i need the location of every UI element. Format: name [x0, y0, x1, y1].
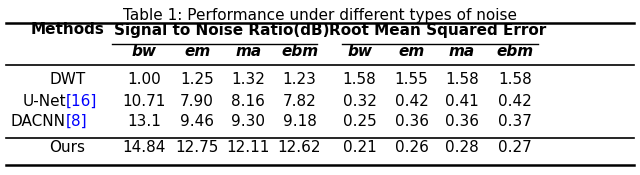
- Text: Signal to Noise Ratio(dB): Signal to Noise Ratio(dB): [114, 23, 330, 37]
- Text: 0.41: 0.41: [445, 93, 479, 108]
- Text: bw: bw: [347, 44, 372, 60]
- Text: DWT: DWT: [49, 72, 85, 88]
- Text: 8.16: 8.16: [232, 93, 265, 108]
- Text: em: em: [184, 44, 211, 60]
- Text: 12.11: 12.11: [227, 141, 270, 156]
- Text: Table 1: Performance under different types of noise: Table 1: Performance under different typ…: [123, 8, 517, 23]
- Text: 9.46: 9.46: [180, 114, 214, 128]
- Text: ma: ma: [236, 44, 261, 60]
- Text: U-Net: U-Net: [22, 93, 66, 108]
- Text: 7.82: 7.82: [283, 93, 316, 108]
- Text: 0.36: 0.36: [445, 114, 479, 128]
- Text: 1.23: 1.23: [283, 72, 316, 88]
- Text: 7.90: 7.90: [180, 93, 214, 108]
- Text: 0.37: 0.37: [499, 114, 532, 128]
- Text: 9.18: 9.18: [283, 114, 316, 128]
- Text: 13.1: 13.1: [127, 114, 161, 128]
- Text: 1.25: 1.25: [180, 72, 214, 88]
- Text: 1.32: 1.32: [232, 72, 265, 88]
- Text: 1.55: 1.55: [395, 72, 428, 88]
- Text: ebm: ebm: [497, 44, 534, 60]
- Text: 0.28: 0.28: [445, 141, 479, 156]
- Text: 0.36: 0.36: [394, 114, 429, 128]
- Text: 1.58: 1.58: [445, 72, 479, 88]
- Text: 12.75: 12.75: [175, 141, 219, 156]
- Text: 0.42: 0.42: [499, 93, 532, 108]
- Text: 0.21: 0.21: [343, 141, 376, 156]
- Text: 1.58: 1.58: [499, 72, 532, 88]
- Text: Methods: Methods: [30, 23, 104, 37]
- Text: 0.25: 0.25: [343, 114, 376, 128]
- Text: [8]: [8]: [66, 114, 88, 128]
- Text: 14.84: 14.84: [122, 141, 166, 156]
- Text: 0.26: 0.26: [395, 141, 428, 156]
- Text: [16]: [16]: [66, 93, 97, 108]
- Text: 10.71: 10.71: [122, 93, 166, 108]
- Text: bw: bw: [131, 44, 157, 60]
- Text: 1.00: 1.00: [127, 72, 161, 88]
- Text: 0.27: 0.27: [499, 141, 532, 156]
- Text: ma: ma: [449, 44, 475, 60]
- Text: Ours: Ours: [49, 141, 85, 156]
- Text: DACNN: DACNN: [11, 114, 66, 128]
- Text: ebm: ebm: [281, 44, 318, 60]
- Text: 12.62: 12.62: [278, 141, 321, 156]
- Text: 9.30: 9.30: [231, 114, 266, 128]
- Text: 0.32: 0.32: [343, 93, 376, 108]
- Text: Root Mean Squared Error: Root Mean Squared Error: [329, 23, 546, 37]
- Text: 1.58: 1.58: [343, 72, 376, 88]
- Text: 0.42: 0.42: [395, 93, 428, 108]
- Text: em: em: [398, 44, 425, 60]
